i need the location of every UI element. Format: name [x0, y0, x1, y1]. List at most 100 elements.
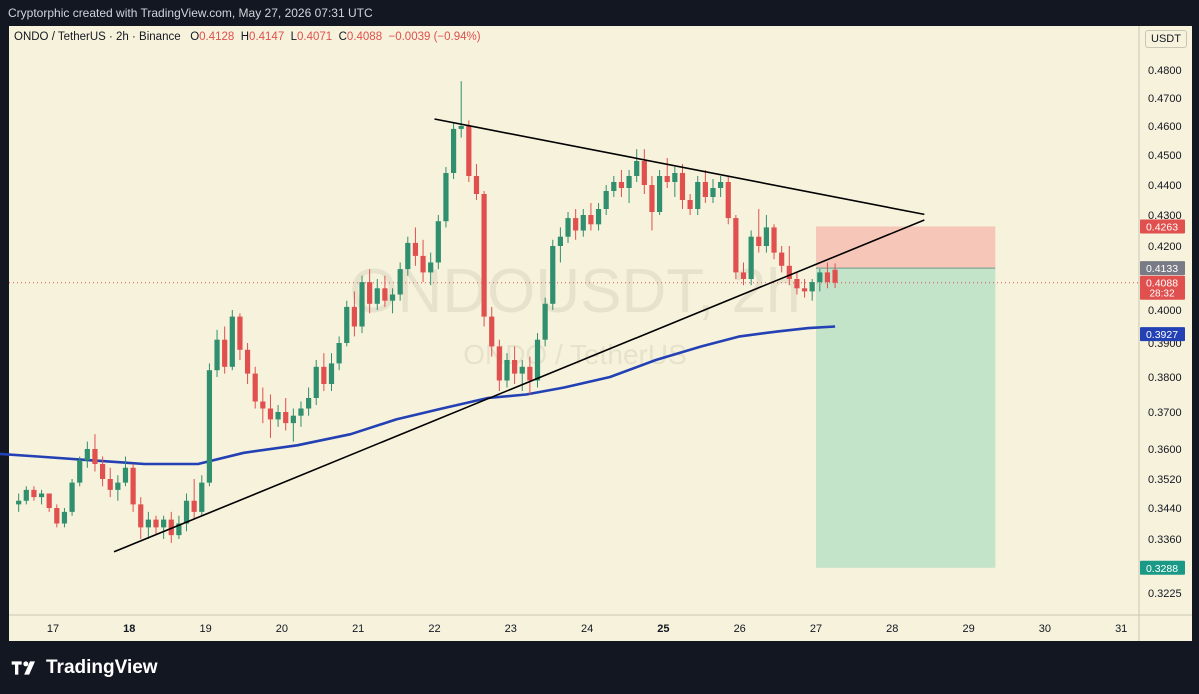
candle-body: [496, 346, 502, 381]
axis-currency[interactable]: USDT: [1140, 26, 1192, 52]
price-tag: [1140, 219, 1185, 234]
candle-body: [542, 303, 548, 340]
candle-body: [367, 282, 373, 304]
candle-body: [725, 182, 731, 219]
time-tick-label: 25: [657, 623, 669, 635]
candle-body: [740, 272, 747, 279]
candle-body: [321, 366, 327, 384]
candle-body: [519, 366, 525, 374]
candle-body: [206, 370, 213, 483]
price-tick-label: 0.3700: [1148, 407, 1182, 419]
candle-body: [550, 246, 556, 304]
candle-body: [603, 191, 609, 209]
price-tag: [1140, 327, 1185, 342]
price-tick-label: 0.4500: [1148, 150, 1182, 162]
candle-body: [115, 482, 121, 490]
price-tick-label: 0.3520: [1148, 474, 1182, 486]
price-tick-label: 0.4400: [1148, 180, 1182, 192]
candle-body: [763, 227, 770, 246]
candle-body: [573, 218, 579, 231]
time-tick-label: 24: [581, 623, 593, 635]
candle-body: [275, 412, 281, 420]
candle-body: [298, 408, 304, 416]
time-tick-label: 29: [962, 623, 974, 635]
candle-body: [771, 227, 777, 253]
time-tick-label: 17: [47, 623, 59, 635]
candle-body: [405, 242, 411, 270]
candle-body: [107, 479, 113, 490]
candle-body: [809, 282, 815, 292]
price-tick-label: 0.3800: [1148, 372, 1182, 384]
candle-body: [222, 339, 228, 367]
candle-body: [92, 449, 98, 464]
candle-body: [61, 511, 68, 524]
candle-body: [512, 360, 518, 374]
price-tick-label: 0.4200: [1148, 241, 1182, 253]
candle-body: [702, 182, 708, 197]
candle-body: [46, 493, 52, 508]
candle-body: [435, 221, 441, 263]
watermark-symbol: ONDOUSDT, 2h: [349, 257, 800, 326]
tradingview-brand[interactable]: TradingView: [10, 655, 158, 681]
candle-body: [283, 412, 289, 424]
candle-body: [16, 500, 22, 505]
candle-body: [77, 460, 83, 483]
candle-body: [824, 272, 831, 283]
candle-body: [313, 366, 319, 398]
candle-body: [557, 236, 563, 246]
candle-body: [23, 489, 29, 501]
time-tick-label: 30: [1039, 623, 1051, 635]
price-tag-value: 0.3927: [1146, 329, 1178, 341]
price-tag-value: 0.4133: [1146, 263, 1178, 275]
time-tick-label: 26: [734, 623, 746, 635]
time-tick-label: 21: [352, 623, 364, 635]
close-value: 0.4088: [346, 31, 383, 43]
tradingview-logo-icon: [11, 661, 35, 675]
candle-body: [138, 504, 144, 528]
price-tick-label: 0.3440: [1148, 503, 1182, 515]
candle-body: [229, 316, 235, 367]
candle-body: [534, 339, 541, 381]
candle-body: [153, 519, 159, 528]
candle-body: [641, 161, 647, 185]
support-trendline[interactable]: [113, 219, 925, 553]
candle-body: [832, 269, 838, 283]
price-tick-label: 0.4800: [1148, 65, 1182, 77]
time-tick-label: 19: [199, 623, 211, 635]
candle-body: [695, 182, 701, 209]
candle-body: [84, 449, 90, 461]
price-tag: [1140, 261, 1185, 276]
candle-body: [252, 373, 258, 402]
time-tick-label: 20: [276, 623, 288, 635]
candle-body: [580, 215, 586, 231]
candle-body: [290, 415, 296, 424]
candle-body: [267, 408, 274, 420]
time-tick-label: 28: [886, 623, 898, 635]
candle-body: [237, 316, 243, 350]
candle-body: [382, 288, 388, 301]
candle-body: [69, 482, 75, 512]
symbol-title: ONDO / TetherUS · 2h · Binance: [14, 31, 181, 43]
time-tick-label: 31: [1115, 623, 1127, 635]
candle-body: [336, 343, 342, 364]
candle-body: [664, 176, 670, 182]
open-value: 0.4128: [199, 31, 235, 43]
candle-body: [527, 366, 533, 381]
high-value: 0.4147: [249, 31, 285, 43]
axis-currency-label: USDT: [1145, 30, 1187, 48]
candle-body: [786, 265, 792, 279]
low-value: 0.4071: [297, 31, 333, 43]
candle-body: [458, 126, 464, 129]
candle-body: [733, 218, 739, 273]
candle-body: [626, 176, 632, 188]
candle-body: [306, 398, 312, 409]
resistance-trendline[interactable]: [434, 118, 925, 216]
candle-body: [801, 288, 808, 292]
watermark-name: ONDO / TetherUS: [463, 339, 687, 370]
candle-body: [374, 288, 380, 304]
candle-body: [466, 126, 472, 176]
candle-body: [168, 519, 174, 536]
candle-body: [481, 194, 487, 317]
price-tag-value: 0.4263: [1146, 221, 1178, 233]
